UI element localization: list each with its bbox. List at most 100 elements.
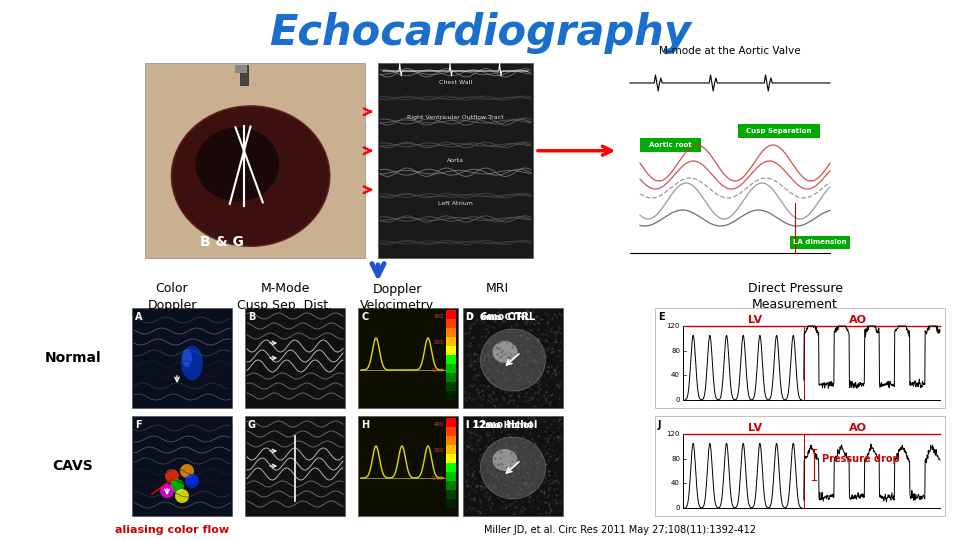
Text: MRI: MRI <box>486 282 509 295</box>
Text: 0.00: 0.00 <box>432 476 444 481</box>
Text: 0.00: 0.00 <box>432 368 444 373</box>
Text: 200: 200 <box>434 449 444 454</box>
Text: Cusp Separation: Cusp Separation <box>746 128 812 134</box>
Ellipse shape <box>172 106 330 246</box>
Text: 200: 200 <box>434 341 444 346</box>
Text: G: G <box>248 420 256 430</box>
Bar <box>446 355 456 364</box>
Bar <box>446 418 456 427</box>
Bar <box>446 364 456 373</box>
Text: Pressure drop: Pressure drop <box>822 454 900 464</box>
Text: AO: AO <box>849 315 867 325</box>
Bar <box>738 124 820 138</box>
Bar <box>446 391 456 400</box>
Text: 400: 400 <box>434 314 444 319</box>
Bar <box>446 490 456 499</box>
Text: Chest Wall: Chest Wall <box>439 80 472 85</box>
Text: A: A <box>135 312 142 322</box>
Text: D 6mo CTRL: D 6mo CTRL <box>466 313 530 321</box>
Bar <box>446 427 456 436</box>
Text: 40: 40 <box>671 373 680 379</box>
Bar <box>132 416 232 516</box>
Text: Velocimetry: Velocimetry <box>360 299 434 312</box>
Ellipse shape <box>481 329 545 391</box>
Bar <box>145 63 365 258</box>
Text: Direct Pressure: Direct Pressure <box>748 282 843 295</box>
Bar <box>245 308 345 408</box>
Text: Color: Color <box>156 282 188 295</box>
Text: 0: 0 <box>676 505 680 511</box>
Text: Miller JD, et al. Circ Res 2011 May 27;108(11):1392-412: Miller JD, et al. Circ Res 2011 May 27;1… <box>484 525 756 535</box>
Text: Measurement: Measurement <box>752 299 838 312</box>
Text: Normal: Normal <box>45 351 102 365</box>
Text: B: B <box>248 312 255 322</box>
Text: I 12mo Hchol: I 12mo Hchol <box>466 421 533 429</box>
Text: B & G: B & G <box>200 235 244 249</box>
Ellipse shape <box>492 449 517 471</box>
Bar <box>446 463 456 472</box>
Text: 400: 400 <box>434 422 444 427</box>
Bar <box>640 138 701 152</box>
Text: M-Mode: M-Mode <box>260 282 310 295</box>
Bar <box>358 416 458 516</box>
Ellipse shape <box>181 346 203 381</box>
Text: F: F <box>135 420 142 430</box>
Text: Right Ventricular Outflow Tract: Right Ventricular Outflow Tract <box>407 115 504 120</box>
Text: I 12mo Hchol: I 12mo Hchol <box>466 420 538 430</box>
Text: Cusp Sep. Dist.: Cusp Sep. Dist. <box>237 299 332 312</box>
Bar <box>463 416 563 516</box>
Text: CAVS: CAVS <box>53 459 93 473</box>
Bar <box>463 308 563 408</box>
Text: 40: 40 <box>671 481 680 487</box>
Bar <box>378 63 533 258</box>
Bar <box>132 308 232 408</box>
Ellipse shape <box>180 464 194 478</box>
Bar <box>446 319 456 328</box>
Text: H: H <box>361 420 370 430</box>
Text: 120: 120 <box>666 323 680 329</box>
Bar <box>358 308 458 408</box>
Ellipse shape <box>175 489 189 503</box>
Bar <box>446 454 456 463</box>
Ellipse shape <box>492 341 517 363</box>
Ellipse shape <box>170 479 184 493</box>
Bar <box>446 499 456 508</box>
Bar <box>446 310 456 319</box>
Bar <box>235 65 248 73</box>
Text: LV: LV <box>748 315 762 325</box>
Ellipse shape <box>165 469 179 483</box>
Bar <box>790 236 850 249</box>
Bar <box>446 373 456 382</box>
Bar <box>446 445 456 454</box>
Text: Doppler: Doppler <box>372 282 421 295</box>
Bar <box>655 416 945 516</box>
Bar <box>446 337 456 346</box>
Text: D 6mo CTRL: D 6mo CTRL <box>466 312 536 322</box>
Text: Left Atrium: Left Atrium <box>438 201 473 206</box>
Text: 80: 80 <box>671 348 680 354</box>
Text: Doppler: Doppler <box>147 299 197 312</box>
Bar <box>655 308 945 408</box>
Ellipse shape <box>196 127 279 201</box>
Bar <box>446 346 456 355</box>
Bar <box>240 65 248 85</box>
Text: E: E <box>658 312 664 322</box>
Text: Aortic root: Aortic root <box>649 142 692 148</box>
Bar <box>446 382 456 391</box>
Text: AO: AO <box>849 423 867 433</box>
Bar <box>620 63 840 258</box>
Ellipse shape <box>481 437 545 499</box>
Text: LV: LV <box>748 423 762 433</box>
Bar <box>245 416 345 516</box>
Ellipse shape <box>182 349 192 367</box>
Text: LA dimension: LA dimension <box>793 239 847 245</box>
Text: Echocardiography: Echocardiography <box>269 12 691 54</box>
Ellipse shape <box>160 484 174 498</box>
Text: J: J <box>658 420 661 430</box>
Ellipse shape <box>185 474 199 488</box>
Text: aliasing color flow: aliasing color flow <box>115 525 229 535</box>
Text: C: C <box>361 312 369 322</box>
Bar <box>446 472 456 481</box>
Bar <box>446 328 456 337</box>
Text: Aorta: Aorta <box>447 158 464 163</box>
